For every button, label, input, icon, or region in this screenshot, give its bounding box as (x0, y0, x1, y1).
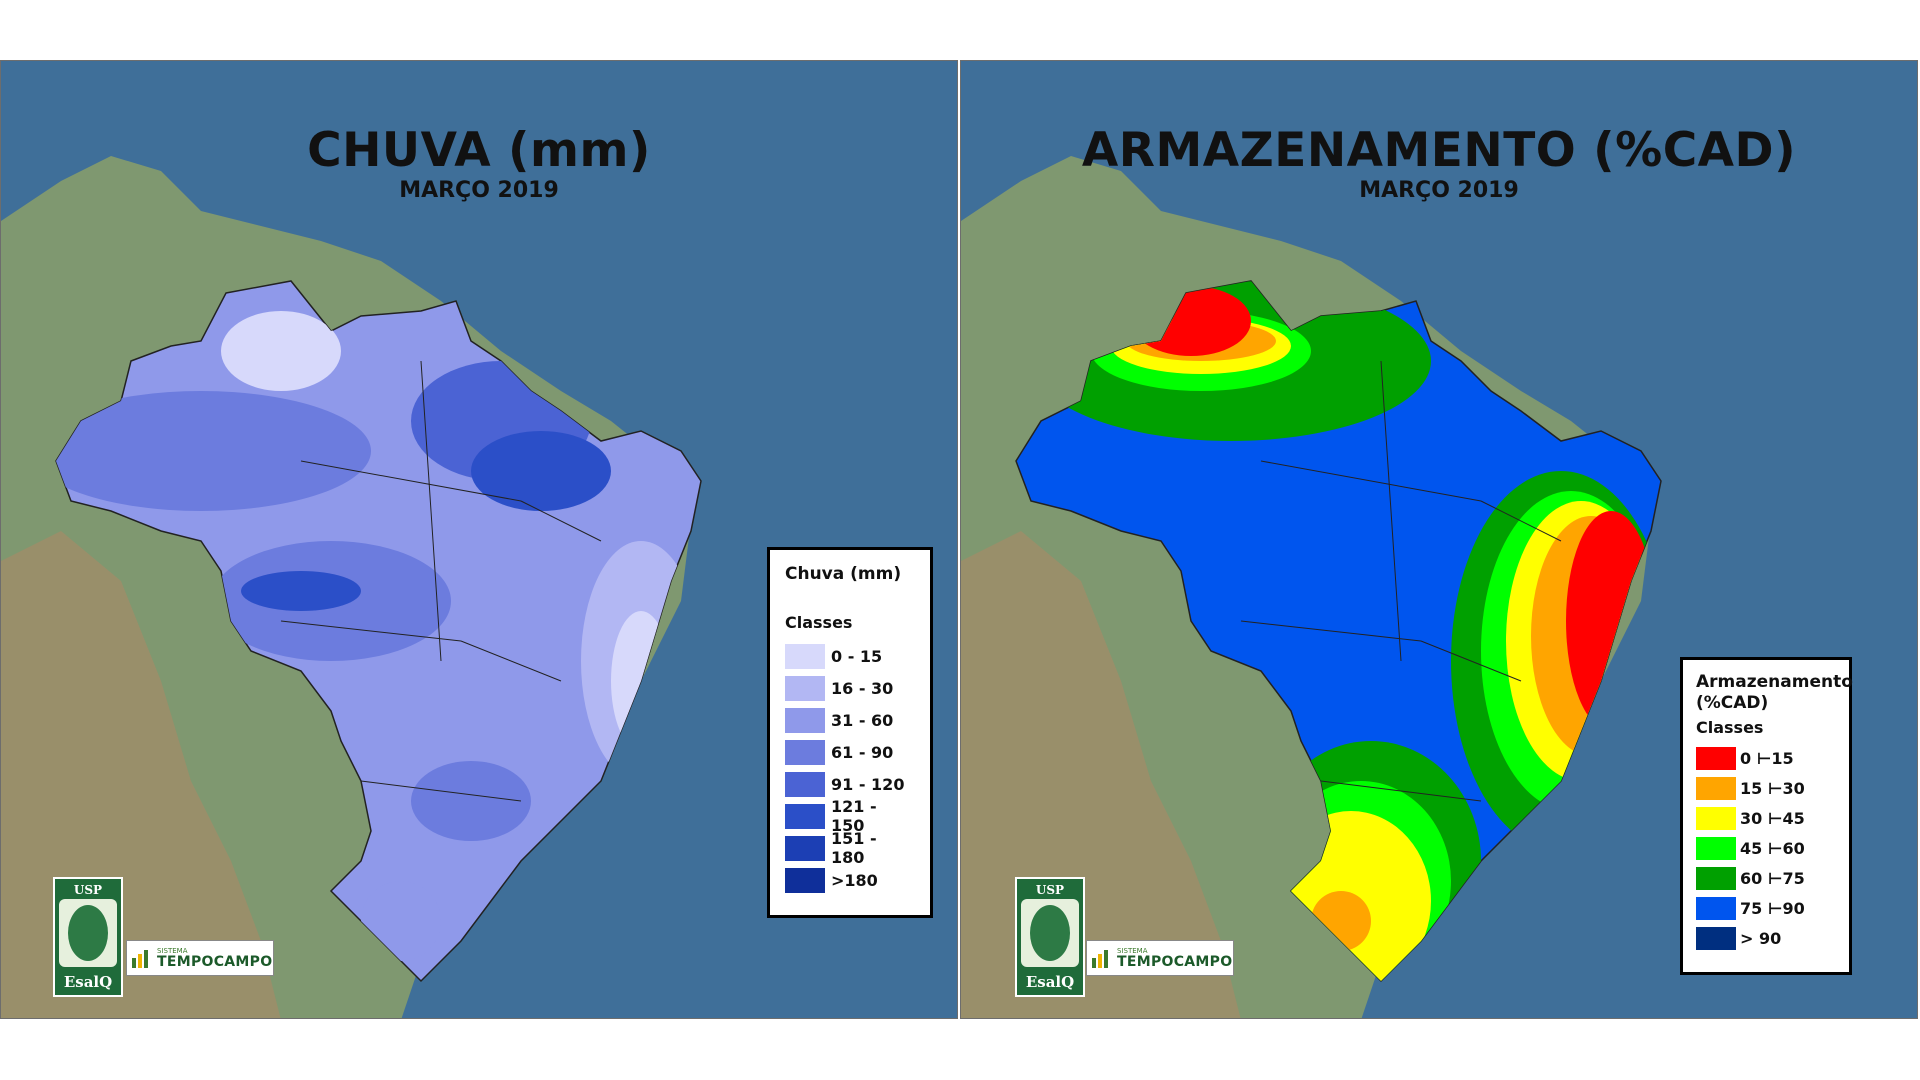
storage-legend-item: 15 ⊢30 (1696, 773, 1836, 803)
storage-legend-label: 45 ⊢60 (1740, 838, 1805, 858)
rain-legend-item: 91 - 120 (785, 768, 915, 800)
rain-legend-swatch (785, 835, 825, 861)
storage-legend: Armazenamento (%CAD) Classes 0 ⊢15 15 ⊢30… (1680, 657, 1853, 975)
rain-legend-swatch (785, 803, 825, 829)
storage-legend-swatch (1696, 896, 1736, 920)
storage-legend-swatch (1696, 836, 1736, 860)
rain-legend-label: 16 - 30 (831, 678, 894, 698)
storage-legend-classes-label: Classes (1696, 718, 1764, 737)
storage-legend-label: > 90 (1740, 928, 1782, 948)
rain-legend-label: 0 - 15 (831, 646, 883, 666)
rain-map (1, 61, 957, 1018)
storage-legend-item: 0 ⊢15 (1696, 743, 1836, 773)
rain-legend-item: 61 - 90 (785, 736, 915, 768)
tempocampo-big-text: TEMPOCAMPO (1117, 953, 1233, 970)
tempocampo-logo-left: SISTEMA TEMPOCAMPO (126, 940, 274, 976)
tempocampo-big-text: TEMPOCAMPO (157, 953, 273, 970)
storage-legend-swatch (1696, 746, 1736, 770)
rain-legend-item: 151 - 180 (785, 829, 915, 867)
storage-legend-swatch (1696, 926, 1736, 950)
rain-legend-item: 31 - 60 (785, 704, 915, 736)
rain-legend-label: 61 - 90 (831, 742, 894, 762)
rain-legend-swatch (785, 643, 825, 669)
rain-legend-item: 16 - 30 (785, 672, 915, 704)
storage-legend-item: > 90 (1696, 923, 1836, 953)
usp-esalq-logo-left: USP EsalQ (53, 877, 123, 997)
rain-legend-label: 31 - 60 (831, 710, 894, 730)
usp-esalq-logo-right: USP EsalQ (1015, 877, 1085, 997)
rain-legend-swatch (785, 707, 825, 733)
storage-legend-label: 0 ⊢15 (1740, 748, 1794, 768)
rain-legend-swatch (785, 771, 825, 797)
rain-legend-label: 121 - 150 (831, 797, 877, 835)
rain-legend-item: 121 - 150 (785, 797, 915, 835)
rain-legend-label: 151 - 180 (831, 829, 877, 867)
rain-legend-item: >180 (785, 864, 915, 896)
svg-text:EsalQ: EsalQ (64, 973, 112, 991)
storage-legend-swatch (1696, 866, 1736, 890)
rain-legend: Chuva (mm) Classes 0 - 15 16 - 30 31 - 60 6… (767, 547, 933, 918)
rain-map-panel: CHUVA (mm) MARÇO 2019 (0, 60, 958, 1019)
rain-legend-swatch (785, 675, 825, 701)
tempocampo-icon (132, 950, 148, 968)
storage-legend-item: 60 ⊢75 (1696, 863, 1836, 893)
storage-legend-title: Armazenamento (%CAD) (1696, 672, 1853, 713)
storage-legend-item: 75 ⊢90 (1696, 893, 1836, 923)
storage-map-title: ARMAZENAMENTO (%CAD) (1081, 123, 1797, 178)
rain-legend-label: 91 - 120 (831, 774, 905, 794)
rain-map-title: CHUVA (mm) (307, 123, 651, 178)
storage-legend-item: 45 ⊢60 (1696, 833, 1836, 863)
storage-legend-swatch (1696, 776, 1736, 800)
svg-text:USP: USP (1036, 883, 1064, 897)
rain-legend-label: >180 (831, 870, 878, 890)
tempocampo-small-text: SISTEMA (1117, 946, 1148, 955)
storage-legend-swatch (1696, 806, 1736, 830)
tempocampo-logo-right: SISTEMA TEMPOCAMPO (1086, 940, 1234, 976)
svg-text:USP: USP (74, 883, 102, 897)
storage-legend-label: 30 ⊢45 (1740, 808, 1805, 828)
rain-legend-swatch (785, 739, 825, 765)
svg-text:EsalQ: EsalQ (1026, 973, 1074, 991)
rain-legend-classes-label: Classes (785, 613, 853, 632)
tempocampo-icon (1092, 950, 1108, 968)
storage-legend-label: 75 ⊢90 (1740, 898, 1805, 918)
storage-legend-label: 15 ⊢30 (1740, 778, 1805, 798)
rain-legend-item: 0 - 15 (785, 640, 915, 672)
storage-map-panel: ARMAZENAMENTO (%CAD) MARÇO 2019 (960, 60, 1918, 1019)
storage-legend-label: 60 ⊢75 (1740, 868, 1805, 888)
tempocampo-small-text: SISTEMA (157, 946, 188, 955)
rain-legend-title: Chuva (mm) (785, 564, 902, 584)
storage-map-subtitle: MARÇO 2019 (1359, 178, 1519, 203)
rain-map-subtitle: MARÇO 2019 (399, 178, 559, 203)
storage-legend-item: 30 ⊢45 (1696, 803, 1836, 833)
rain-legend-swatch (785, 867, 825, 893)
